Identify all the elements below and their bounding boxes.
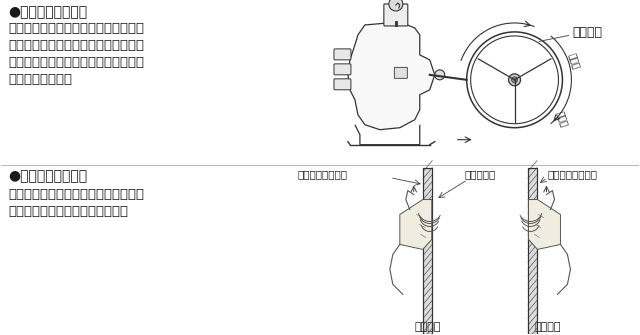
FancyBboxPatch shape: [334, 49, 351, 60]
Bar: [423, 168, 432, 334]
Bar: [528, 168, 537, 334]
FancyBboxPatch shape: [384, 4, 408, 26]
Polygon shape: [348, 22, 435, 130]
FancyBboxPatch shape: [394, 67, 407, 78]
Text: 右回転: 右回転: [566, 53, 580, 71]
Text: 左回転: 左回転: [555, 111, 568, 129]
Text: 現在使用中の動噴プーリー側からみて: 現在使用中の動噴プーリー側からみて: [9, 22, 145, 35]
Polygon shape: [400, 200, 432, 250]
Text: 手で握って見て判断して下さい。: 手で握って見て判断して下さい。: [9, 205, 129, 217]
Text: （右手）: （右手）: [534, 322, 561, 332]
Text: 右回転用ワイヤー: 右回転用ワイヤー: [547, 170, 598, 180]
Text: 親指の方向: 親指の方向: [464, 170, 495, 180]
Bar: [423, 168, 432, 334]
FancyBboxPatch shape: [334, 64, 351, 75]
Polygon shape: [529, 200, 561, 250]
Text: を御注文下さい。: を御注文下さい。: [9, 73, 73, 86]
Circle shape: [509, 74, 520, 86]
Text: ●回転方向の選び方: ●回転方向の選び方: [9, 5, 88, 19]
Bar: [528, 168, 537, 334]
FancyBboxPatch shape: [334, 79, 351, 90]
Circle shape: [389, 0, 403, 11]
Text: （図の通り）プーリーが右廻りであれ: （図の通り）プーリーが右廻りであれ: [9, 39, 145, 52]
Text: （左手）: （左手）: [415, 322, 441, 332]
Text: ●ワイヤーの選び方: ●ワイヤーの選び方: [9, 170, 88, 184]
Text: 下図のようにシャフトを左手、又は右: 下図のようにシャフトを左手、又は右: [9, 188, 145, 201]
Circle shape: [511, 77, 518, 83]
Text: 左回転用ワイヤー: 左回転用ワイヤー: [298, 170, 348, 180]
Text: ば右回転用、左廻りであれば左回転用: ば右回転用、左廻りであれば左回転用: [9, 56, 145, 69]
Circle shape: [435, 70, 445, 80]
Text: プーリー: プーリー: [572, 26, 602, 39]
